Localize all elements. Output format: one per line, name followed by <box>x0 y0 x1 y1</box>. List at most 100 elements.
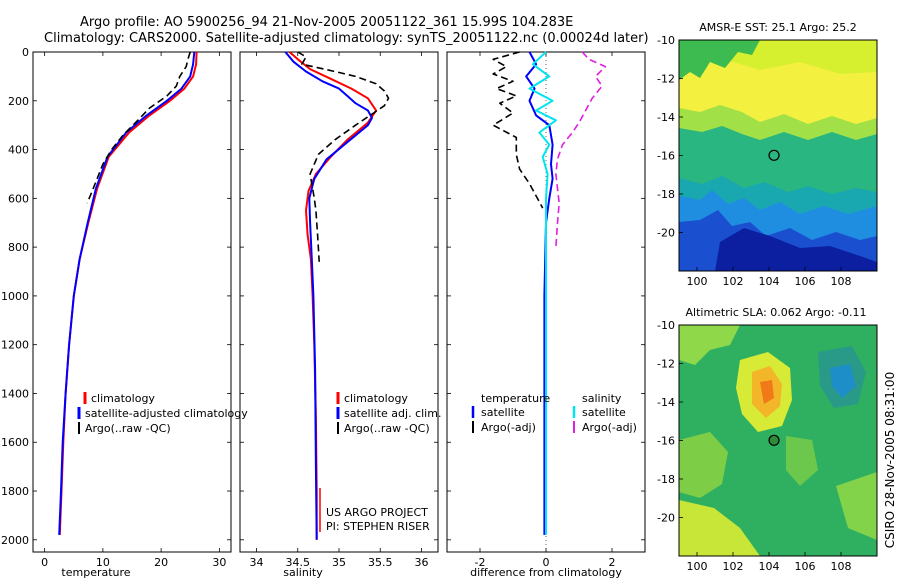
sst-region-darkest <box>715 228 877 271</box>
x-tick-label: 2 <box>609 556 616 569</box>
sla-region-blue <box>830 364 856 398</box>
y-tick-label: -10 <box>657 34 675 47</box>
y-tick-label: 600 <box>8 192 29 205</box>
x-tick-label: 104 <box>759 560 780 573</box>
legend-label-temp-satellite: satellite <box>481 406 525 419</box>
y-tick-label: -18 <box>657 473 675 486</box>
y-tick-label: -18 <box>657 188 675 201</box>
side-credit-label: CSIRO 28-Nov-2005 08:31:00 <box>883 372 897 548</box>
y-tick-label: -14 <box>657 396 675 409</box>
series-line-salinity-argo-adj <box>555 51 607 248</box>
argo-position-marker <box>768 434 780 446</box>
legend-label-satellite: satellite-adjusted climatology <box>85 407 248 420</box>
sst-region-northwest <box>679 40 760 80</box>
y-tick-label: 400 <box>8 144 29 157</box>
difference-legend: temperature satellite Argo(-adj) salinit… <box>471 392 637 434</box>
sla-region-light-3 <box>786 436 818 486</box>
x-tick-label: 0 <box>543 556 550 569</box>
salinity-panel: 34 34.5 35 35.5 36 salinity <box>239 51 439 579</box>
y-tick-label: -20 <box>657 227 675 240</box>
title-line-1: Argo profile: AO 5900256_94 21-Nov-2005 … <box>80 15 573 30</box>
y-tick-label: -12 <box>657 358 675 371</box>
y-tick-label: 1000 <box>1 290 29 303</box>
sla-region-light-1 <box>679 325 740 365</box>
y-tick-label: 0 <box>22 46 29 59</box>
x-axis-label: difference from climatology <box>470 566 622 579</box>
sst-map: AMSR-E SST: 25.1 Argo: 25.2 100 102 104 106… <box>657 21 878 288</box>
legend-label-temp-argo: Argo(-adj) <box>481 421 536 434</box>
legend-label-climatology: climatology <box>344 392 408 405</box>
series-line-satellite-adjusted-climatology <box>58 51 196 535</box>
series-line-argo-raw-qc <box>86 51 191 204</box>
legend-label-argo: Argo(..raw -QC) <box>85 422 171 435</box>
sst-map-title: AMSR-E SST: 25.1 Argo: 25.2 <box>699 21 857 34</box>
salinity-legend: climatology satellite adj. clim. Argo(..… <box>319 392 441 533</box>
title-line-2: Climatology: CARS2000. Satellite-adjuste… <box>44 31 649 46</box>
sla-map-title: Altimetric SLA: 0.062 Argo: -0.11 <box>686 306 867 319</box>
sla-region-light-2 <box>679 432 728 498</box>
x-tick-label: 35 <box>332 556 346 569</box>
x-tick-label: 106 <box>795 275 816 288</box>
x-axis-label: salinity <box>283 566 323 579</box>
x-tick-label: 20 <box>154 556 168 569</box>
x-tick-label: 10 <box>96 556 110 569</box>
x-tick-label: 100 <box>687 275 708 288</box>
legend-label-argo: Argo(..raw -QC) <box>344 422 430 435</box>
y-tick-label: -16 <box>657 150 675 163</box>
plot-frame <box>239 51 439 553</box>
x-tick-label: 102 <box>723 275 744 288</box>
x-tick-label: 36 <box>415 556 429 569</box>
y-tick-label: -10 <box>657 319 675 332</box>
series-line-salinity-satellite <box>528 51 557 535</box>
x-tick-label: 104 <box>759 275 780 288</box>
x-tick-label: 108 <box>831 560 852 573</box>
x-tick-label: 0 <box>41 556 48 569</box>
x-tick-label: 34.5 <box>286 556 311 569</box>
y-tick-label: -12 <box>657 73 675 86</box>
legend-title-temperature: temperature <box>481 392 550 405</box>
series-line-satellite-adj-clim <box>284 51 373 540</box>
sla-map: Altimetric SLA: 0.062 Argo: -0.11 100 102… <box>657 306 878 573</box>
series-line-argo-raw-qc <box>297 51 390 262</box>
series-line-temperature-satellite <box>525 51 554 535</box>
x-tick-label: 102 <box>723 560 744 573</box>
y-tick-label: 1800 <box>1 485 29 498</box>
legend-label-climatology: climatology <box>91 392 155 405</box>
x-tick-label: 30 <box>212 556 226 569</box>
sla-region-hot <box>760 380 774 404</box>
sla-axes: 100 102 104 106 108 -10 -12 -14 -16 -18 -20 <box>657 319 851 573</box>
x-tick-label: -2 <box>475 556 486 569</box>
y-tick-label: 1600 <box>1 436 29 449</box>
y-tick-label: 200 <box>8 95 29 108</box>
x-tick-label: 100 <box>687 560 708 573</box>
legend-label-sal-argo: Argo(-adj) <box>582 421 637 434</box>
temperature-legend: climatology satellite-adjusted climatolo… <box>77 392 248 435</box>
argo-position-marker <box>768 149 780 161</box>
sst-heatmap <box>679 40 877 271</box>
x-tick-label: 34 <box>250 556 264 569</box>
sla-region-yellow-south <box>679 500 760 556</box>
x-axis-label: temperature <box>61 566 130 579</box>
legend-title-salinity: salinity <box>582 392 622 405</box>
project-annotation: US ARGO PROJECT <box>326 506 428 519</box>
temperature-panel: 0 200 400 600 800 1000 1200 1400 1600 1800 2000 0 10… <box>1 46 232 579</box>
sst-axes: 100 102 104 106 108 -10 -12 -14 -16 -18 -20 <box>657 34 851 288</box>
plot-frame <box>32 51 232 553</box>
x-tick-label: 108 <box>831 275 852 288</box>
y-tick-label: -20 <box>657 512 675 525</box>
y-tick-label: -16 <box>657 435 675 448</box>
x-tick-label: 35.5 <box>368 556 393 569</box>
y-tick-label: 800 <box>8 241 29 254</box>
y-tick-label: 1200 <box>1 339 29 352</box>
x-tick-label: 106 <box>795 560 816 573</box>
y-tick-label: -14 <box>657 111 675 124</box>
sla-region-light-4 <box>836 472 877 540</box>
legend-label-satellite: satellite adj. clim. <box>344 407 441 420</box>
pi-annotation: PI: STEPHEN RISER <box>326 520 430 533</box>
series-line-temperature-argo-adj <box>492 51 544 209</box>
y-tick-label: 2000 <box>1 534 29 547</box>
y-tick-label: 1400 <box>1 387 29 400</box>
legend-label-sal-satellite: satellite <box>582 406 626 419</box>
